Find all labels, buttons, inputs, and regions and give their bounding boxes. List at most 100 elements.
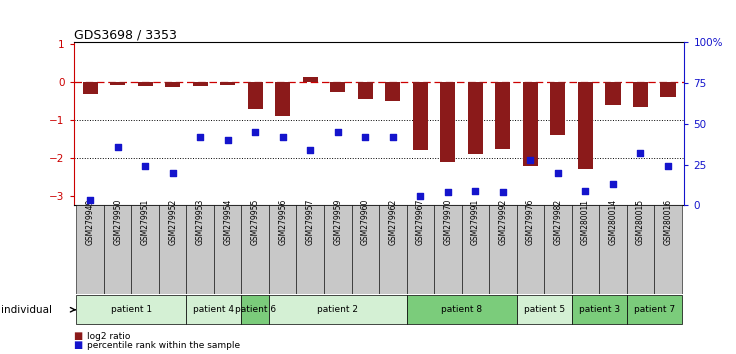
Bar (660, 82, 676, 97)
Text: GSM279982: GSM279982 (553, 199, 562, 245)
Bar (633, 82, 648, 107)
Bar (77, 295, 186, 324)
Text: ■: ■ (74, 340, 83, 350)
Point (305, 147, 316, 153)
Text: GSM280015: GSM280015 (636, 199, 645, 245)
Bar (159, 205, 186, 294)
Point (167, 170, 179, 176)
Point (250, 129, 261, 135)
Point (84, 198, 96, 203)
Text: GDS3698 / 3353: GDS3698 / 3353 (74, 28, 177, 41)
Bar (626, 295, 682, 324)
Bar (269, 295, 406, 324)
Bar (297, 205, 324, 294)
Text: log2 ratio: log2 ratio (87, 332, 130, 341)
Point (662, 164, 674, 169)
Bar (495, 82, 511, 149)
Text: patient 3: patient 3 (578, 305, 620, 314)
Text: patient 4: patient 4 (194, 305, 235, 314)
Point (359, 134, 371, 140)
Bar (440, 82, 456, 162)
Bar (626, 205, 654, 294)
Bar (578, 82, 593, 169)
Bar (241, 205, 269, 294)
Bar (544, 205, 572, 294)
Point (497, 189, 509, 195)
Text: patient 7: patient 7 (634, 305, 675, 314)
Text: ■: ■ (74, 331, 83, 341)
Bar (517, 295, 572, 324)
Text: GSM280016: GSM280016 (663, 199, 673, 245)
Text: GSM279954: GSM279954 (223, 199, 232, 245)
Point (414, 193, 426, 198)
Bar (468, 82, 483, 154)
Text: GSM279959: GSM279959 (333, 199, 342, 245)
Text: patient 8: patient 8 (441, 305, 482, 314)
Point (442, 189, 453, 195)
Text: percentile rank within the sample: percentile rank within the sample (87, 341, 240, 350)
Bar (358, 82, 373, 99)
Bar (406, 205, 434, 294)
Bar (275, 82, 290, 116)
Bar (599, 205, 626, 294)
Text: GSM279967: GSM279967 (416, 199, 425, 245)
Bar (77, 205, 104, 294)
Text: GSM279960: GSM279960 (361, 199, 369, 245)
Text: GSM279951: GSM279951 (141, 199, 149, 245)
Bar (302, 76, 318, 82)
Bar (406, 295, 517, 324)
Point (552, 170, 564, 176)
Text: GSM279955: GSM279955 (251, 199, 260, 245)
Bar (551, 82, 565, 135)
Bar (330, 82, 345, 92)
Point (139, 164, 151, 169)
Bar (132, 205, 159, 294)
Bar (82, 82, 98, 93)
Bar (104, 205, 132, 294)
Text: patient 6: patient 6 (235, 305, 276, 314)
Text: GSM279952: GSM279952 (168, 199, 177, 245)
Bar (523, 82, 538, 166)
Bar (186, 205, 214, 294)
Text: patient 1: patient 1 (111, 305, 152, 314)
Bar (434, 205, 461, 294)
Point (112, 144, 124, 149)
Point (222, 137, 233, 143)
Text: GSM279962: GSM279962 (389, 199, 397, 245)
Text: GSM279976: GSM279976 (526, 199, 535, 245)
Text: GSM279956: GSM279956 (278, 199, 287, 245)
Bar (241, 295, 269, 324)
Point (277, 134, 289, 140)
Point (607, 181, 619, 187)
Text: GSM279953: GSM279953 (196, 199, 205, 245)
Text: GSM279970: GSM279970 (443, 199, 453, 245)
Bar (165, 82, 180, 87)
Point (332, 129, 344, 135)
Bar (461, 205, 489, 294)
Bar (186, 295, 241, 324)
Bar (138, 82, 152, 86)
Bar (214, 205, 241, 294)
Bar (220, 82, 236, 85)
Bar (572, 295, 626, 324)
Text: GSM279950: GSM279950 (113, 199, 122, 245)
Text: patient 5: patient 5 (523, 305, 565, 314)
Bar (517, 205, 544, 294)
Text: GSM280014: GSM280014 (609, 199, 618, 245)
Point (194, 134, 206, 140)
Bar (379, 205, 406, 294)
Point (525, 157, 537, 162)
Bar (489, 205, 517, 294)
Bar (247, 82, 263, 109)
Text: GSM279992: GSM279992 (498, 199, 507, 245)
Bar (269, 205, 297, 294)
Point (470, 188, 481, 194)
Bar (385, 82, 400, 101)
Text: GSM279991: GSM279991 (471, 199, 480, 245)
Bar (110, 82, 125, 85)
Text: GSM279957: GSM279957 (305, 199, 315, 245)
Text: patient 2: patient 2 (317, 305, 358, 314)
Bar (654, 205, 682, 294)
Bar (193, 82, 208, 86)
Text: GSM279949: GSM279949 (85, 199, 95, 245)
